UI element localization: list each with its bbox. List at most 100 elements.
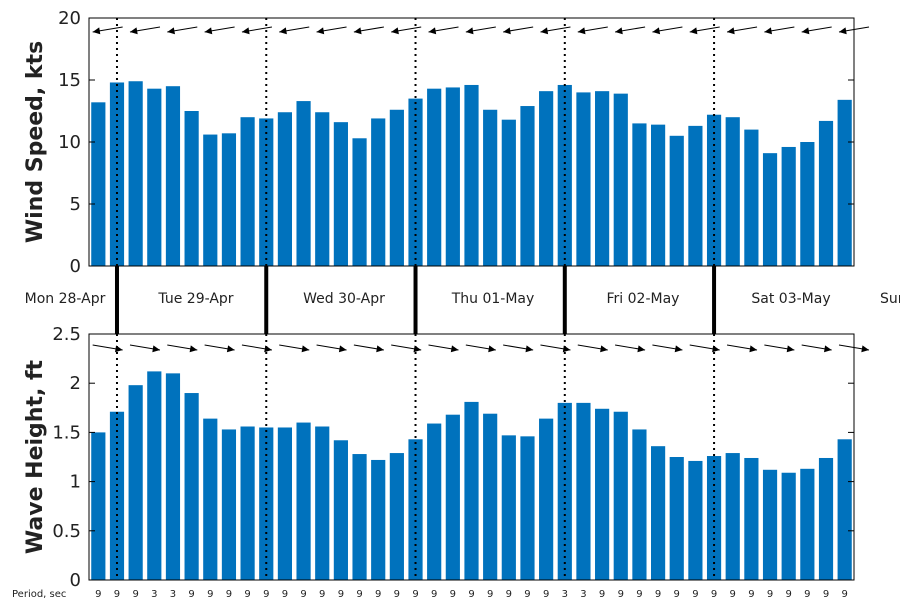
bar	[91, 102, 106, 266]
y-tick-label: 0.5	[52, 521, 81, 542]
bar	[240, 426, 255, 580]
direction-arrow-head	[786, 345, 795, 353]
bar	[632, 123, 647, 267]
bar	[277, 112, 292, 267]
bar	[315, 112, 330, 267]
period-value: 9	[841, 589, 847, 600]
bar	[221, 133, 237, 266]
bar	[389, 453, 404, 580]
period-value: 9	[114, 589, 120, 600]
bar	[371, 459, 386, 580]
bar	[800, 142, 815, 266]
y-tick-label: 1.5	[52, 422, 81, 443]
bar	[464, 84, 479, 267]
period-value: 9	[95, 589, 101, 600]
period-value: 9	[487, 589, 493, 600]
period-value: 9	[618, 589, 624, 600]
direction-arrow-head	[839, 27, 847, 35]
bar	[147, 88, 162, 267]
period-value: 9	[823, 589, 829, 600]
period-value: 9	[748, 589, 754, 600]
period-value: 3	[151, 589, 157, 600]
bar	[221, 429, 237, 580]
bar	[837, 439, 852, 580]
direction-arrow-head	[689, 27, 698, 35]
bar	[464, 401, 479, 580]
period-value: 3	[170, 589, 176, 600]
period-value: 9	[244, 589, 250, 600]
bar	[706, 114, 722, 266]
bar	[837, 99, 852, 266]
bar	[501, 435, 516, 580]
direction-arrow-head	[167, 27, 175, 35]
bar	[520, 106, 535, 266]
direction-arrow-head	[264, 345, 272, 353]
bar	[706, 456, 722, 580]
bar	[128, 81, 143, 267]
period-value: 9	[207, 589, 213, 600]
day-label: Mon 28-Apr	[25, 291, 106, 307]
y-axis-label: Wind Speed, kts	[23, 41, 48, 243]
bar	[800, 468, 815, 580]
period-value: 9	[730, 589, 736, 600]
bar	[762, 469, 778, 580]
direction-arrow-head	[204, 27, 213, 35]
bar	[165, 86, 181, 266]
period-value: 9	[543, 589, 549, 600]
direction-arrow-head	[241, 27, 250, 35]
bar	[91, 432, 106, 580]
bar	[389, 109, 404, 266]
direction-arrow-head	[674, 345, 683, 353]
direction-arrow-head	[338, 345, 347, 353]
bar	[128, 385, 143, 580]
direction-arrow-head	[801, 27, 810, 35]
day-label: Tue 29-Apr	[157, 291, 233, 307]
bar	[520, 436, 535, 580]
bar	[427, 88, 442, 267]
day-label: Sat 03-May	[751, 291, 830, 307]
period-value: 9	[412, 589, 418, 600]
day-label: Wed 30-Apr	[303, 291, 385, 307]
y-tick-label: 20	[58, 8, 81, 29]
direction-arrow-head	[749, 345, 758, 353]
period-value: 9	[300, 589, 306, 600]
bar	[296, 101, 311, 266]
y-tick-label: 1	[70, 472, 81, 493]
period-value: 9	[356, 589, 362, 600]
bar	[333, 440, 348, 580]
bar	[781, 472, 796, 580]
bar	[632, 429, 647, 580]
bar	[483, 413, 498, 580]
direction-arrow-head	[600, 345, 608, 353]
direction-arrow-head	[465, 27, 474, 35]
period-value: 9	[786, 589, 792, 600]
bar	[744, 129, 759, 266]
direction-arrow-head	[316, 27, 325, 35]
bar	[445, 414, 460, 580]
bar	[818, 457, 834, 580]
bar	[539, 91, 554, 266]
period-label: Period, sec	[12, 589, 66, 600]
bar	[818, 120, 834, 266]
period-value: 9	[599, 589, 605, 600]
direction-arrow-head	[488, 345, 496, 353]
direction-arrow-head	[391, 27, 399, 35]
bar	[539, 418, 554, 580]
y-tick-label: 0	[70, 256, 81, 277]
period-value: 9	[282, 589, 288, 600]
period-value: 9	[338, 589, 344, 600]
direction-arrow-head	[615, 27, 623, 35]
direction-arrow-head	[824, 345, 832, 353]
bar	[352, 454, 367, 580]
period-value: 9	[226, 589, 232, 600]
period-value: 9	[636, 589, 642, 600]
period-value: 9	[468, 589, 474, 600]
bar	[240, 117, 255, 266]
period-value: 9	[132, 589, 138, 600]
y-tick-label: 2	[70, 373, 81, 394]
bar	[651, 124, 666, 266]
bar	[688, 460, 703, 580]
period-value: 9	[319, 589, 325, 600]
